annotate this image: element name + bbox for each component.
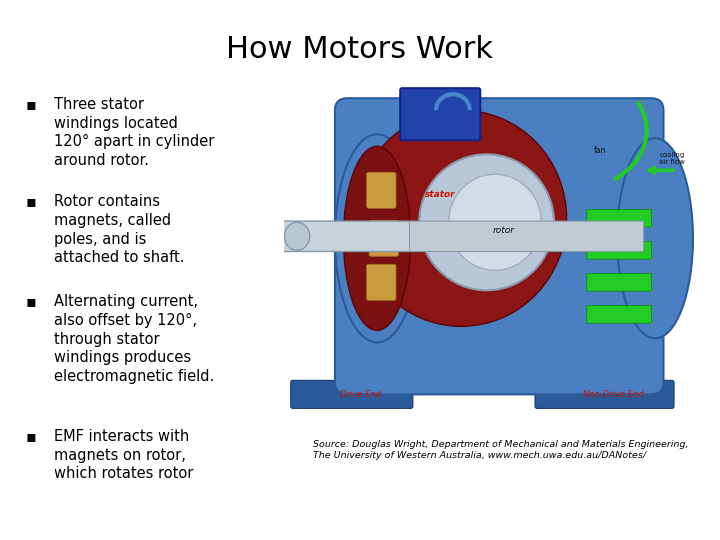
FancyBboxPatch shape (366, 172, 396, 208)
Ellipse shape (449, 174, 541, 271)
FancyBboxPatch shape (283, 221, 412, 252)
Text: Source: Douglas Wright, Department of Mechanical and Materials Engineering,
The : Source: Douglas Wright, Department of Me… (313, 440, 688, 460)
FancyBboxPatch shape (366, 264, 396, 300)
Ellipse shape (335, 134, 419, 342)
Text: ▪: ▪ (25, 294, 36, 309)
Text: ▪: ▪ (25, 429, 36, 444)
Text: ▪: ▪ (25, 194, 36, 210)
Text: How Motors Work: How Motors Work (227, 35, 493, 64)
Text: rotor: rotor (492, 226, 514, 235)
FancyBboxPatch shape (587, 241, 652, 259)
Ellipse shape (343, 146, 410, 330)
Text: cooling
air flow: cooling air flow (659, 152, 685, 165)
Ellipse shape (617, 138, 693, 339)
Text: Non-Drive End: Non-Drive End (582, 390, 643, 399)
FancyBboxPatch shape (369, 220, 399, 256)
FancyBboxPatch shape (587, 274, 652, 291)
FancyBboxPatch shape (335, 98, 664, 394)
FancyBboxPatch shape (587, 210, 652, 227)
Text: Drive End: Drive End (340, 390, 381, 399)
Ellipse shape (284, 222, 310, 251)
FancyBboxPatch shape (400, 88, 480, 140)
Text: stator: stator (425, 190, 456, 199)
FancyBboxPatch shape (291, 380, 413, 408)
FancyBboxPatch shape (535, 380, 674, 408)
Text: Three stator
windings located
120° apart in cylinder
around rotor.: Three stator windings located 120° apart… (54, 97, 215, 168)
Text: fan: fan (594, 146, 606, 155)
Text: EMF interacts with
magnets on rotor,
which rotates rotor: EMF interacts with magnets on rotor, whi… (54, 429, 194, 482)
Ellipse shape (356, 110, 567, 326)
Text: Alternating current,
also offset by 120°,
through stator
windings produces
elect: Alternating current, also offset by 120°… (54, 294, 215, 384)
Text: ▪: ▪ (25, 97, 36, 112)
Text: Rotor contains
magnets, called
poles, and is
attached to shaft.: Rotor contains magnets, called poles, an… (54, 194, 184, 265)
FancyBboxPatch shape (587, 306, 652, 323)
FancyBboxPatch shape (410, 221, 644, 252)
Ellipse shape (419, 154, 554, 291)
